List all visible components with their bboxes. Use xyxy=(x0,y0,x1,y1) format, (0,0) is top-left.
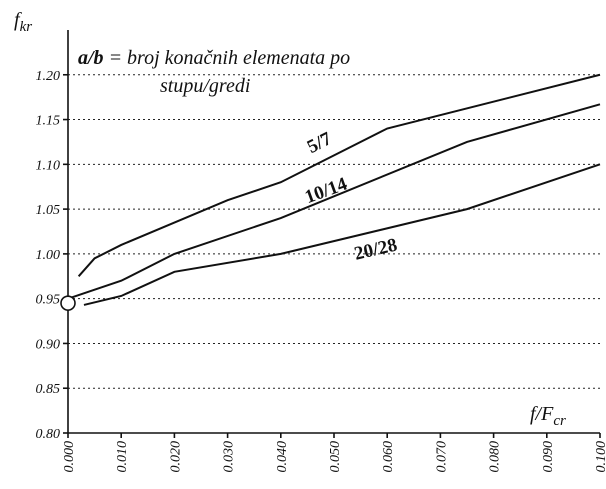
y-tick-label: 1.15 xyxy=(36,114,61,129)
y-axis-label-base: f xyxy=(14,9,22,31)
series-line xyxy=(67,103,601,300)
x-tick-label: 0.000 xyxy=(62,441,77,473)
x-tick-label: 0.040 xyxy=(275,441,290,473)
annotation: a/b = broj konačnih elemenata po xyxy=(78,47,350,69)
y-tick-label: 1.00 xyxy=(36,248,61,263)
series-label: 10/14 xyxy=(302,173,350,208)
y-tick-label: 0.85 xyxy=(36,382,61,397)
x-tick-label: 0.100 xyxy=(594,441,606,473)
x-tick-label: 0.090 xyxy=(541,441,556,473)
x-tick-label: 0.060 xyxy=(381,441,396,473)
x-tick-label: 0.030 xyxy=(222,441,237,473)
series-line xyxy=(77,73,601,277)
y-axis-label: fkr xyxy=(14,9,32,35)
x-tick-label: 0.010 xyxy=(115,441,130,473)
x-tick-label: 0.020 xyxy=(168,441,183,473)
series-line xyxy=(83,163,601,306)
annotation-bold: a/b xyxy=(78,47,104,69)
x-axis-label-base: f/F xyxy=(530,403,554,425)
y-tick-label: 0.80 xyxy=(36,427,61,442)
x-axis-label-sub: cr xyxy=(553,413,566,429)
series-label: 5/7 xyxy=(304,128,336,158)
x-tick-label: 0.070 xyxy=(434,441,449,473)
x-tick-label: 0.050 xyxy=(328,441,343,473)
marker xyxy=(60,295,76,311)
annotation-text: = broj konačnih elemenata po xyxy=(104,47,351,69)
x-axis-label: f/Fcr xyxy=(530,403,566,429)
y-tick-label: 1.20 xyxy=(36,69,61,84)
annotation: stupu/gredi xyxy=(160,75,250,97)
y-tick-label: 0.90 xyxy=(36,337,61,352)
x-tick-label: 0.080 xyxy=(488,441,503,473)
series-label: 20/28 xyxy=(352,235,399,265)
y-tick-label: 0.95 xyxy=(36,293,61,308)
y-tick-label: 1.10 xyxy=(36,158,61,173)
y-axis-label-sub: kr xyxy=(20,19,33,35)
y-tick-label: 1.05 xyxy=(36,203,61,218)
